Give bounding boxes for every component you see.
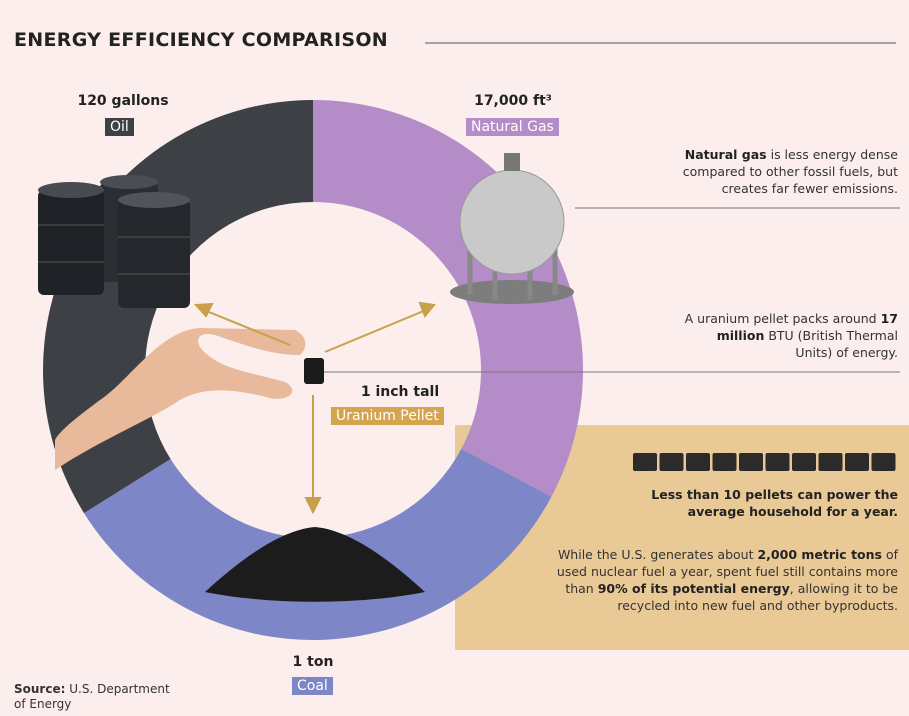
title: ENERGY EFFICIENCY COMPARISON: [14, 29, 388, 51]
source: Source: U.S. Department of Energy: [14, 682, 184, 712]
source-label: Source:: [14, 682, 65, 696]
gas-note: Natural gas is less energy dense compare…: [640, 146, 898, 197]
gas-amount: 17,000 ft³: [443, 93, 583, 109]
pellet-icon: [686, 453, 710, 471]
note-text: Natural gas: [685, 147, 767, 162]
pellet-icon: [660, 453, 684, 471]
pellet-icon: [872, 453, 896, 471]
note-text: BTU (British Thermal Units) of energy.: [764, 328, 898, 360]
pellet-icon: [845, 453, 869, 471]
fuel-note: While the U.S. generates about 2,000 met…: [530, 546, 898, 614]
note-text: While the U.S. generates about: [558, 547, 758, 562]
pellet-amount: 1 inch tall: [340, 384, 460, 400]
household-note: Less than 10 pellets can power the avera…: [640, 486, 898, 520]
pellet-icon: [819, 453, 843, 471]
pellet-icon: [792, 453, 816, 471]
coal-label: Coal: [292, 677, 333, 695]
infographic: ENERGY EFFICIENCY COMPARISON 120 gallons…: [0, 0, 909, 716]
uranium-note: A uranium pellet packs around 17 million…: [680, 310, 898, 361]
pellet-icon: [766, 453, 790, 471]
gas-label: Natural Gas: [466, 118, 559, 136]
pellet-icon: [739, 453, 763, 471]
pellet-label: Uranium Pellet: [331, 407, 444, 425]
coal-amount: 1 ton: [263, 654, 363, 670]
pellet-icon: [713, 453, 737, 471]
note-text: 90% of its potential energy: [598, 581, 790, 596]
note-text: Less than 10 pellets can power the avera…: [651, 487, 898, 519]
oil-amount: 120 gallons: [63, 93, 183, 109]
oil-label: Oil: [105, 118, 134, 136]
note-text: 2,000 metric tons: [757, 547, 881, 562]
note-text: A uranium pellet packs around: [685, 311, 881, 326]
pellet-icon: [633, 453, 657, 471]
